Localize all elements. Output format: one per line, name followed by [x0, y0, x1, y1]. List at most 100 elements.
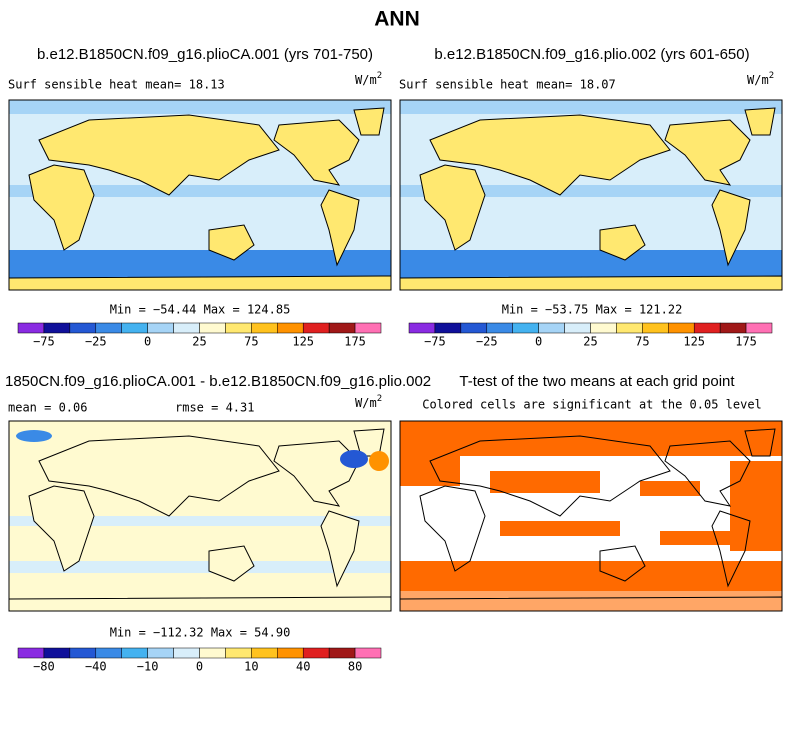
units: W/m2	[355, 394, 382, 410]
colorbar-box	[302, 322, 330, 334]
ocean-band	[9, 561, 391, 573]
colorbar-label: −75	[424, 335, 446, 349]
units-text: W/m	[747, 73, 769, 87]
ocean-band	[9, 185, 391, 197]
colorbar-box	[354, 322, 382, 334]
colorbar-label: 0	[144, 335, 151, 349]
colorbar-label: 10	[244, 660, 258, 674]
colorbar-label: −10	[137, 660, 159, 674]
units-exp: 2	[769, 71, 774, 81]
colorbar-box	[43, 322, 71, 334]
colorbar-box	[147, 647, 174, 659]
ocean-band	[9, 250, 391, 278]
colorbar-box	[277, 322, 304, 334]
colorbar-box	[121, 647, 148, 659]
colorbar-box	[199, 647, 226, 659]
ocean-band	[9, 516, 391, 526]
colorbar-box	[328, 322, 356, 334]
map	[399, 99, 783, 291]
map-frame	[8, 420, 392, 612]
colorbar-box	[173, 647, 200, 659]
colorbar: −75 −25 0 25 75 125 175	[17, 322, 382, 349]
cells	[400, 421, 782, 456]
colorbar-box	[277, 647, 304, 659]
ocean-band	[9, 100, 391, 114]
colorbar-box	[121, 322, 148, 334]
map	[8, 420, 392, 612]
rmse-label: rmse = 4.31	[175, 401, 254, 415]
panel-title: b.e12.B1850CN.f09_g16.plioCA.001 (yrs 70…	[37, 46, 373, 63]
colorbar-box	[642, 322, 669, 334]
colorbar-box	[590, 322, 617, 334]
colorbar-label: 0	[196, 660, 203, 674]
cells	[400, 561, 782, 591]
colorbar-box	[173, 322, 200, 334]
anomaly	[340, 450, 368, 468]
colorbar-box	[95, 322, 122, 334]
colorbar-label: 80	[348, 660, 362, 674]
units: W/m2	[355, 71, 382, 87]
colorbar-box	[147, 322, 174, 334]
anomaly	[369, 451, 389, 471]
map	[8, 99, 392, 291]
ocean-band	[400, 185, 782, 197]
colorbar-box	[95, 647, 122, 659]
colorbar-box	[328, 647, 356, 659]
colorbar-box	[668, 322, 695, 334]
colorbar-box	[354, 647, 382, 659]
colorbar-box	[693, 322, 721, 334]
anomaly	[16, 430, 52, 442]
units-text: W/m	[355, 73, 377, 87]
colorbar-box	[538, 322, 565, 334]
colorbar-box	[616, 322, 643, 334]
colorbar-label: 25	[192, 335, 206, 349]
page-title: ANN	[374, 8, 420, 31]
colorbar-box	[564, 322, 591, 334]
colorbar-box	[719, 322, 747, 334]
colorbar-box	[43, 647, 71, 659]
colorbar-label: 0	[535, 335, 542, 349]
colorbar-label: 75	[635, 335, 649, 349]
stats: Min = −112.32 Max = 54.90	[110, 626, 291, 640]
colorbar-label: 25	[583, 335, 597, 349]
units-text: W/m	[355, 396, 377, 410]
cells	[500, 521, 620, 536]
colorbar-box	[17, 647, 45, 659]
colorbar-box	[17, 322, 45, 334]
colorbar-label: −40	[85, 660, 107, 674]
colorbar-label: 40	[296, 660, 310, 674]
colorbar-label: 175	[344, 335, 366, 349]
map-frame	[8, 99, 392, 291]
mean-label: mean = 0.06	[8, 401, 87, 415]
colorbar-box	[199, 322, 226, 334]
colorbar-box	[302, 647, 330, 659]
panel-subtitle: Colored cells are significant at the 0.0…	[422, 398, 762, 412]
colorbar-label: 75	[244, 335, 258, 349]
stats: Min = −53.75 Max = 121.22	[502, 303, 683, 317]
colorbar-box	[460, 322, 488, 334]
colorbar: −80 −40 −10 0 10 40 80	[17, 647, 382, 674]
colorbar-label: 125	[292, 335, 314, 349]
colorbar-box	[225, 322, 252, 334]
units: W/m2	[747, 71, 774, 87]
colorbar: −75 −25 0 25 75 125 175	[408, 322, 773, 349]
map	[399, 420, 783, 612]
stats: Min = −54.44 Max = 124.85	[110, 303, 291, 317]
colorbar-box	[745, 322, 773, 334]
map-frame	[399, 99, 783, 291]
cells	[490, 471, 600, 493]
colorbar-box	[69, 322, 97, 334]
units-exp: 2	[377, 394, 382, 404]
ocean-band	[400, 250, 782, 278]
colorbar-box	[434, 322, 462, 334]
panel-label: Surf sensible heat mean= 18.07	[399, 78, 616, 92]
colorbar-box	[408, 322, 436, 334]
colorbar-label: −25	[476, 335, 498, 349]
panel-title: T-test of the two means at each grid poi…	[459, 373, 735, 390]
colorbar-label: 175	[735, 335, 757, 349]
colorbar-box	[512, 322, 539, 334]
colorbar-box	[486, 322, 513, 334]
significant-cells	[400, 421, 782, 611]
colorbar-box	[69, 647, 97, 659]
